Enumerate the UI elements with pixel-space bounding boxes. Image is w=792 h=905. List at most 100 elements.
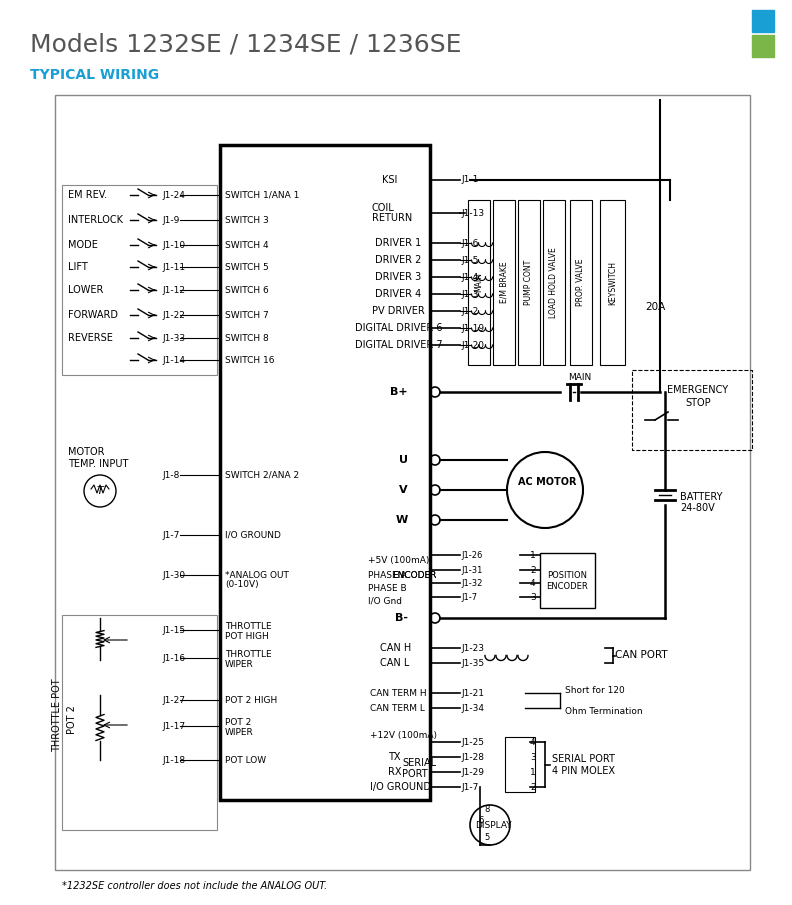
- Text: DRIVER 2: DRIVER 2: [375, 255, 421, 265]
- Text: J1-11: J1-11: [162, 262, 185, 272]
- Text: W: W: [396, 515, 408, 525]
- Text: 3: 3: [530, 752, 535, 761]
- Text: J1-14: J1-14: [162, 356, 185, 365]
- Text: FORWARD: FORWARD: [68, 310, 118, 320]
- Text: THROTTLE: THROTTLE: [225, 622, 272, 631]
- Text: 8: 8: [484, 805, 489, 814]
- Text: MOTOR: MOTOR: [68, 447, 105, 457]
- Text: +12V (100mA): +12V (100mA): [370, 730, 437, 739]
- Text: ENCODER: ENCODER: [546, 582, 588, 590]
- Text: Models 1232SE / 1234SE / 1236SE: Models 1232SE / 1234SE / 1236SE: [30, 32, 462, 56]
- Text: KSI: KSI: [382, 175, 398, 185]
- Text: V: V: [399, 485, 408, 495]
- Text: J1-28: J1-28: [461, 752, 484, 761]
- Text: SWITCH 4: SWITCH 4: [225, 241, 268, 250]
- Text: ENCODER: ENCODER: [392, 570, 436, 579]
- Text: 24-80V: 24-80V: [680, 503, 714, 513]
- Text: LIFT: LIFT: [68, 262, 88, 272]
- Text: TYPICAL WIRING: TYPICAL WIRING: [30, 68, 159, 82]
- Text: RX: RX: [388, 767, 402, 777]
- Text: SWITCH 7: SWITCH 7: [225, 310, 268, 319]
- Text: U: U: [399, 455, 408, 465]
- Bar: [540, 553, 595, 608]
- Text: J1-31: J1-31: [461, 566, 482, 575]
- Text: 3: 3: [530, 593, 535, 602]
- Text: J1-32: J1-32: [461, 578, 482, 587]
- Text: E/M BRAKE: E/M BRAKE: [500, 262, 508, 303]
- Text: J1-30: J1-30: [162, 570, 185, 579]
- Text: J1-8: J1-8: [162, 471, 179, 480]
- Text: AC MOTOR: AC MOTOR: [518, 477, 577, 487]
- Text: *1232SE controller does not include the ANALOG OUT.: *1232SE controller does not include the …: [62, 881, 327, 891]
- Text: THROTTLE POT: THROTTLE POT: [52, 678, 62, 752]
- Text: LOAD HOLD VALVE: LOAD HOLD VALVE: [550, 247, 558, 318]
- Text: *ANALOG OUT: *ANALOG OUT: [225, 570, 289, 579]
- Text: (0-10V): (0-10V): [225, 579, 259, 588]
- Text: POT 2: POT 2: [67, 706, 77, 735]
- Text: DIGITAL DRIVER 7: DIGITAL DRIVER 7: [355, 340, 443, 350]
- Text: SWITCH 16: SWITCH 16: [225, 356, 275, 365]
- Text: PHASE B: PHASE B: [368, 584, 406, 593]
- Text: J1-7: J1-7: [461, 593, 477, 602]
- Text: I/O Gnd: I/O Gnd: [368, 596, 402, 605]
- Text: J1-15: J1-15: [162, 625, 185, 634]
- Text: PUMP CONT: PUMP CONT: [524, 260, 534, 305]
- Text: DISPLAY: DISPLAY: [474, 821, 512, 830]
- Text: J1-25: J1-25: [461, 738, 484, 747]
- Text: J1-3: J1-3: [461, 290, 478, 299]
- Text: SERIAL PORT: SERIAL PORT: [552, 754, 615, 764]
- Text: J1-5: J1-5: [461, 255, 478, 264]
- Text: J1-26: J1-26: [461, 550, 482, 559]
- Text: J1-1: J1-1: [461, 176, 478, 185]
- Text: LOWER: LOWER: [68, 285, 104, 295]
- Text: J1-17: J1-17: [162, 721, 185, 730]
- Text: 2: 2: [530, 566, 535, 575]
- Bar: [468, 200, 490, 365]
- Text: CAN H: CAN H: [380, 643, 411, 653]
- Text: WIPER: WIPER: [225, 728, 253, 737]
- Bar: [220, 145, 430, 800]
- Text: 2: 2: [530, 783, 535, 792]
- Text: J1-20: J1-20: [461, 340, 484, 349]
- Text: EM REV.: EM REV.: [68, 190, 107, 200]
- Text: B-: B-: [395, 613, 408, 623]
- Text: DRIVER 3: DRIVER 3: [375, 272, 421, 282]
- Text: DIGITAL DRIVER 6: DIGITAL DRIVER 6: [355, 323, 443, 333]
- Text: 5: 5: [484, 833, 489, 842]
- Text: ENCODER: ENCODER: [392, 570, 436, 579]
- Bar: [505, 737, 535, 792]
- Text: J1-6: J1-6: [461, 239, 478, 247]
- Text: COIL: COIL: [372, 203, 394, 213]
- Text: PORT: PORT: [402, 769, 428, 779]
- Text: J1-24: J1-24: [162, 190, 185, 199]
- Text: DRIVER 1: DRIVER 1: [375, 238, 421, 248]
- Text: I/O GROUND: I/O GROUND: [370, 782, 431, 792]
- Text: J1-12: J1-12: [162, 285, 185, 294]
- Bar: [600, 200, 625, 365]
- Text: MODE: MODE: [68, 240, 98, 250]
- Text: +5V (100mA): +5V (100mA): [368, 556, 429, 565]
- Text: SERIAL: SERIAL: [402, 758, 436, 768]
- Text: WIPER: WIPER: [225, 660, 253, 669]
- Text: J1-19: J1-19: [461, 323, 484, 332]
- Text: J1-18: J1-18: [162, 756, 185, 765]
- Bar: [518, 200, 540, 365]
- Text: SWITCH 1/ANA 1: SWITCH 1/ANA 1: [225, 190, 299, 199]
- Text: T: T: [97, 486, 104, 496]
- Text: RETURN: RETURN: [372, 213, 413, 223]
- Text: POT 2 HIGH: POT 2 HIGH: [225, 696, 277, 704]
- Text: EMERGENCY: EMERGENCY: [668, 385, 729, 395]
- Bar: [543, 200, 565, 365]
- Text: J1-29: J1-29: [461, 767, 484, 776]
- Text: J1-27: J1-27: [162, 696, 185, 704]
- Text: TEMP. INPUT: TEMP. INPUT: [68, 459, 128, 469]
- Text: MAIN: MAIN: [569, 373, 592, 382]
- Text: 20A: 20A: [645, 302, 665, 312]
- Text: 1: 1: [530, 550, 535, 559]
- Text: 1: 1: [530, 767, 535, 776]
- Text: J1-21: J1-21: [461, 689, 484, 698]
- Text: TX: TX: [388, 752, 401, 762]
- Text: PROP. VALVE: PROP. VALVE: [577, 259, 585, 306]
- Text: STOP: STOP: [685, 398, 710, 408]
- Text: CAN TERM L: CAN TERM L: [370, 703, 425, 712]
